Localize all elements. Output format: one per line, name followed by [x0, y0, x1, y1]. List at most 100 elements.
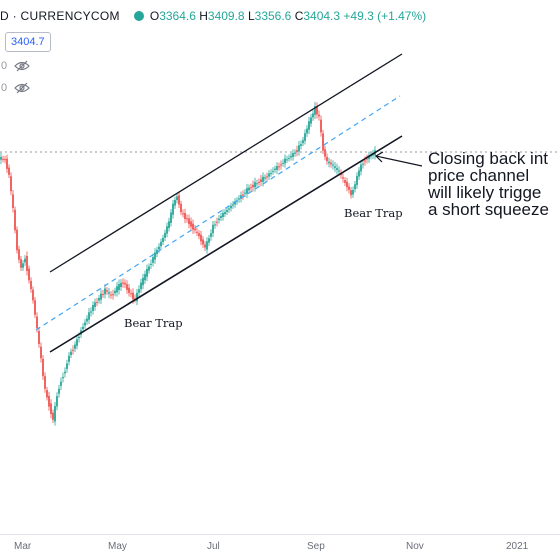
candle-body — [2, 158, 4, 160]
candle-body — [44, 376, 46, 389]
candle-body — [158, 246, 160, 250]
candle-body — [246, 188, 248, 194]
candle-body — [194, 228, 196, 231]
close-value: 3404.3 — [303, 9, 341, 23]
candle-body — [276, 166, 278, 170]
candle-body — [66, 363, 68, 369]
candle-body — [222, 213, 224, 217]
candle-body — [216, 221, 218, 223]
candle-body — [306, 128, 308, 134]
candle-body — [106, 290, 108, 292]
candle-body — [72, 349, 74, 351]
low-value: 3356.6 — [254, 9, 292, 23]
candle-body — [214, 224, 216, 226]
candle-body — [34, 300, 36, 315]
candle-body — [190, 221, 192, 227]
eye-hidden-icon[interactable] — [14, 82, 30, 94]
candle-body — [192, 223, 194, 230]
candle-body — [308, 121, 310, 130]
candle-body — [4, 159, 6, 161]
ohlc-readout: O3364.6 H3409.8 L3356.6 C3404.3 +49.3 (+… — [150, 9, 426, 23]
candle-body — [266, 176, 268, 178]
candle-body — [184, 212, 186, 220]
candle-body — [202, 239, 204, 245]
candle-body — [32, 289, 34, 301]
bear-trap-label[interactable]: Bear Trap — [344, 206, 403, 220]
candlestick-series — [0, 101, 376, 426]
candle-body — [162, 237, 164, 243]
candle-body — [108, 292, 110, 294]
candle-body — [40, 346, 42, 359]
candle-body — [176, 196, 178, 201]
candle-body — [238, 198, 240, 200]
candle-body — [0, 156, 2, 160]
eye-hidden-icon[interactable] — [14, 60, 30, 72]
candle-body — [302, 140, 304, 144]
indicator-row-2[interactable]: 0 — [0, 81, 30, 95]
indicator-row-1[interactable]: 0 — [0, 59, 30, 73]
candle-body — [90, 311, 92, 313]
annotation-line: a short squeeze — [428, 200, 549, 219]
candle-body — [248, 187, 250, 191]
candle-body — [188, 218, 190, 225]
candle-body — [330, 162, 332, 165]
candle-body — [318, 114, 320, 117]
candle-body — [338, 170, 340, 172]
candle-body — [300, 144, 302, 146]
bear-trap-label[interactable]: Bear Trap — [124, 316, 183, 330]
candle-body — [298, 145, 300, 152]
candle-body — [314, 106, 316, 115]
candle-body — [56, 396, 58, 407]
candle-body — [8, 167, 10, 175]
candle-body — [182, 213, 184, 215]
candle-body — [322, 133, 324, 151]
market-status-dot — [133, 11, 144, 21]
candle-body — [166, 226, 168, 234]
candle-body — [150, 263, 152, 265]
candle-body — [136, 292, 138, 302]
candle-body — [258, 181, 260, 183]
channel-lower-line[interactable] — [49, 135, 403, 353]
candle-body — [252, 184, 254, 188]
candle-body — [116, 286, 118, 293]
candle-body — [304, 133, 306, 141]
chart-header: D · CURRENCYCOM O3364.6 H3409.8 L3356.6 … — [0, 6, 426, 26]
indicator-value: 0 — [0, 82, 8, 94]
open-key: O — [149, 9, 160, 23]
candle-body — [354, 184, 356, 190]
annotation-arrow[interactable] — [375, 151, 423, 167]
candle-body — [18, 249, 20, 260]
channel-upper-line[interactable] — [49, 53, 403, 273]
candle-body — [356, 176, 358, 185]
candle-body — [160, 241, 162, 247]
candle-body — [62, 376, 64, 379]
indicator-value: 0 — [0, 60, 8, 72]
x-axis-tick: Mar — [14, 541, 32, 552]
candle-body — [218, 218, 220, 221]
candle-body — [54, 406, 56, 422]
candle-body — [76, 339, 78, 346]
candle-body — [10, 176, 12, 192]
candle-body — [172, 203, 174, 215]
candle-body — [78, 336, 80, 339]
symbol-label[interactable]: D · CURRENCYCOM — [0, 9, 120, 23]
candle-body — [142, 277, 144, 286]
candle-body — [126, 284, 128, 290]
candle-body — [146, 268, 148, 277]
candle-body — [140, 282, 142, 290]
x-axis-tick: 2021 — [506, 541, 529, 552]
high-key: H — [199, 9, 208, 23]
channel-midline[interactable] — [35, 95, 401, 331]
candle-body — [58, 388, 60, 394]
candle-body — [344, 180, 346, 183]
candle-body — [110, 294, 112, 296]
annotation-text[interactable]: Closing back int price channel will like… — [428, 150, 549, 218]
candle-body — [274, 168, 276, 170]
low-key: L — [247, 9, 255, 23]
annotation-line: price channel — [428, 166, 530, 185]
candle-body — [60, 381, 62, 386]
candle-body — [226, 210, 228, 212]
price-box[interactable]: 3404.7 — [5, 32, 51, 52]
candle-body — [290, 155, 292, 158]
